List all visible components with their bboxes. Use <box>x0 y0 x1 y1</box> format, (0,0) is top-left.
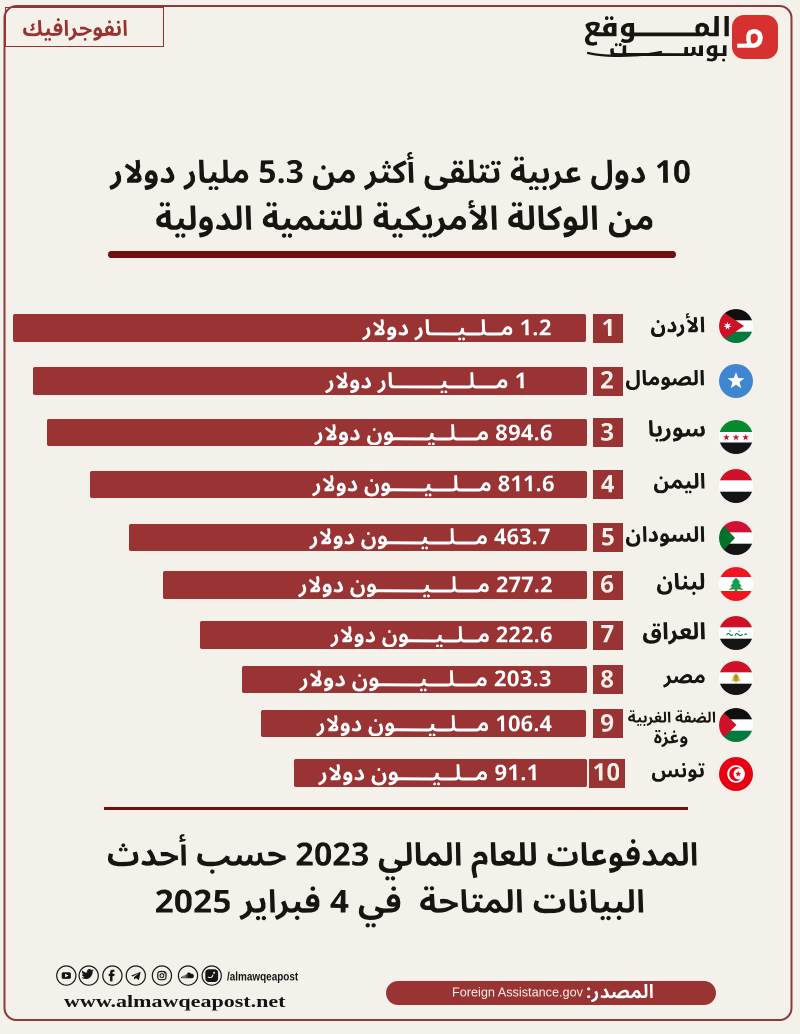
svg-text:www.almawqeapost.net: www.almawqeapost.net <box>64 992 286 1011</box>
svg-text:/almawqeapost: /almawqeapost <box>227 972 298 984</box>
svg-text:Foreign Assistance.gov: Foreign Assistance.gov <box>452 986 584 1000</box>
